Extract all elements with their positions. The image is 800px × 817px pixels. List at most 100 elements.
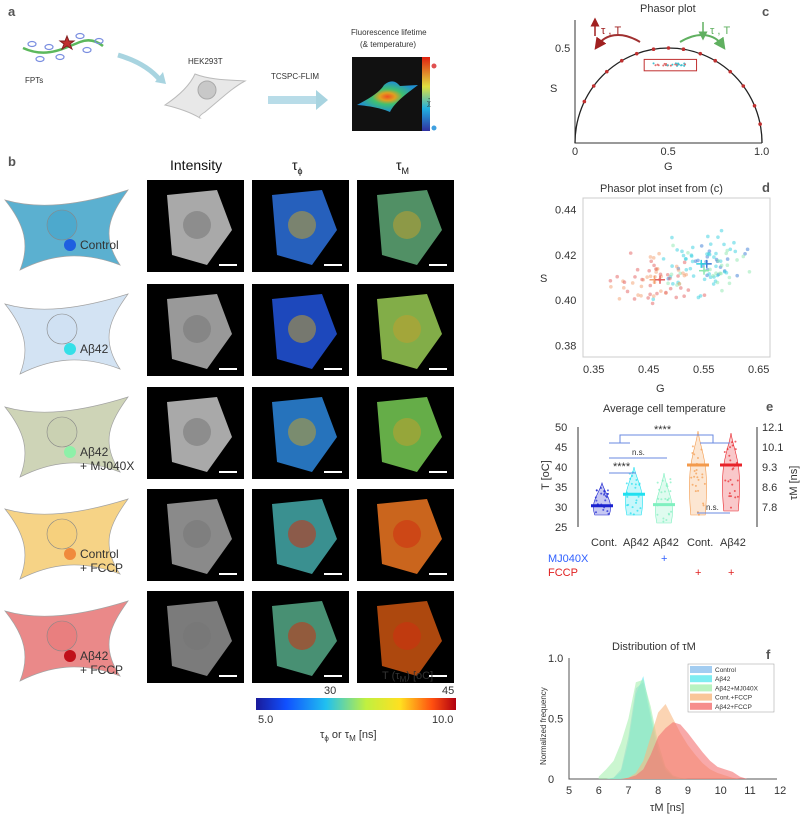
- chart-title: Phasor plot: [640, 3, 696, 15]
- data-point: [735, 273, 740, 278]
- nucleus-signal: [183, 622, 211, 650]
- legend-swatch: [690, 675, 712, 683]
- condition-dot: [64, 239, 76, 251]
- condition-dot: [64, 343, 76, 355]
- flim-colorbar-label: τ [ns]: [427, 98, 432, 107]
- data-point: [674, 62, 677, 65]
- nucleus-signal: [288, 418, 316, 446]
- data-point: [681, 253, 686, 258]
- data-point: [635, 501, 638, 504]
- nucleus-signal: [288, 520, 316, 548]
- violin: [689, 430, 707, 516]
- data-point: [630, 281, 635, 285]
- colorbar: T (τM) [oC] 30 45 5.0 10.0 τϕ or τM [ns]: [256, 670, 456, 743]
- nucleus-signal: [183, 418, 211, 446]
- colorbar-temp-min: 30: [324, 685, 336, 697]
- data-point: [669, 272, 674, 277]
- data-point: [724, 251, 729, 256]
- data-point: [670, 235, 674, 240]
- chart-title: Distribution of τM: [612, 641, 696, 653]
- data-point: [668, 286, 673, 291]
- x-tick-label: 0.65: [748, 364, 769, 376]
- violin: [655, 472, 673, 524]
- data-point: [634, 486, 637, 489]
- data-point: [722, 269, 727, 274]
- y-tick-label: 0: [548, 774, 554, 786]
- condition-sublabel: + FCCP: [80, 663, 123, 677]
- data-point: [735, 258, 739, 262]
- data-point: [708, 242, 713, 246]
- data-point: [733, 249, 738, 254]
- nucleus-signal: [393, 211, 421, 239]
- y-tick-label: 0.44: [555, 204, 576, 216]
- data-point: [718, 271, 722, 276]
- y-axis-label: S: [550, 83, 557, 95]
- y2-tick-label: 8.6: [762, 482, 777, 494]
- scale-bar: [219, 675, 237, 677]
- y2-axis-label: τM [ns]: [788, 466, 800, 500]
- flim-cell: [357, 81, 418, 112]
- legend-swatch: [690, 666, 712, 673]
- reference-point: [681, 47, 686, 52]
- data-point: [595, 499, 598, 502]
- data-point: [690, 245, 695, 250]
- fpts-label: FPTs: [25, 76, 43, 85]
- x-axis-label: τM [ns]: [650, 802, 684, 814]
- data-point: [679, 286, 683, 290]
- scale-bar: [219, 573, 237, 575]
- scale-bar: [429, 471, 447, 473]
- data-point: [656, 481, 659, 484]
- data-point: [665, 483, 668, 486]
- y-tick-label: 40: [555, 462, 567, 474]
- data-point: [639, 284, 644, 289]
- data-point: [690, 259, 695, 264]
- data-point: [647, 268, 651, 273]
- data-point: [622, 280, 627, 285]
- data-point: [668, 513, 671, 516]
- condition-dot: [64, 548, 76, 560]
- data-point: [720, 288, 724, 293]
- data-point: [654, 270, 658, 274]
- legend-label: Aβ42+FCCP: [715, 704, 752, 711]
- reference-point: [741, 84, 746, 88]
- x-tick-label: 0.55: [693, 364, 714, 376]
- data-point: [732, 240, 736, 245]
- colorbar-temp-max: 45: [442, 685, 454, 697]
- nucleus-signal: [288, 315, 316, 343]
- y2-tick-label: 12.1: [762, 422, 783, 434]
- data-point: [661, 257, 666, 261]
- reference-point: [758, 122, 762, 126]
- data-point: [603, 493, 606, 496]
- reference-point: [604, 69, 609, 74]
- data-point: [603, 490, 606, 493]
- data-point: [696, 295, 701, 300]
- distribution-area: [598, 679, 748, 779]
- colorbar-ns-min: 5.0: [258, 714, 273, 726]
- output-label-1: Fluorescence lifetime: [351, 28, 427, 37]
- data-point: [657, 497, 660, 500]
- data-point: [662, 64, 665, 67]
- y-tick-label: 35: [555, 482, 567, 494]
- data-point: [648, 292, 652, 297]
- scale-bar: [324, 368, 342, 370]
- data-point: [682, 294, 686, 298]
- condition-label: Aβ42: [80, 649, 109, 663]
- data-point: [734, 448, 737, 451]
- data-point: [671, 243, 675, 248]
- treatment-label: MJ040X: [548, 553, 589, 565]
- data-point: [684, 63, 687, 66]
- data-point: [629, 512, 632, 515]
- column-header-tau-m: τM: [396, 157, 409, 176]
- data-point: [691, 451, 694, 454]
- x-tick-label: 0.35: [583, 364, 604, 376]
- data-point: [640, 277, 644, 282]
- y-axis-label: S: [540, 273, 547, 285]
- data-point: [696, 456, 699, 459]
- nucleus-signal: [183, 315, 211, 343]
- data-point: [630, 482, 633, 485]
- data-point: [621, 286, 626, 290]
- data-point: [631, 506, 634, 509]
- temperature-violin-plot: Average cell temperature 25 30 35 40 45 50 7.8 8…: [540, 403, 800, 579]
- data-point: [664, 290, 668, 295]
- nucleus-signal: [393, 315, 421, 343]
